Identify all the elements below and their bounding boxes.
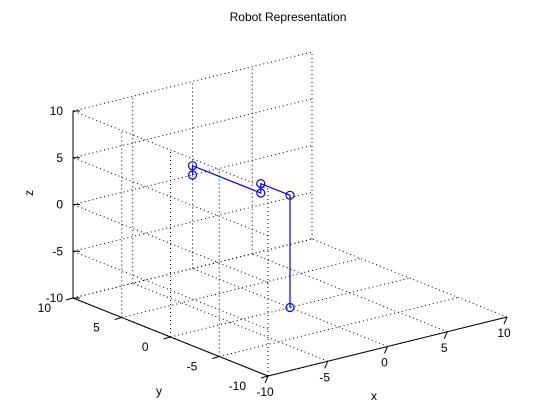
x-tick-label: 5 (441, 341, 448, 355)
x-axis-label: x (371, 389, 377, 403)
chart-title: Robot Representation (230, 10, 347, 24)
floor-grid-line (121, 258, 361, 318)
z-tick-label: -5 (52, 244, 63, 258)
x-tick (324, 361, 329, 369)
x-tick (264, 375, 269, 384)
y-tick (212, 356, 220, 359)
y-tick-label: 0 (142, 340, 149, 354)
y-axis-label: y (156, 384, 162, 398)
z-tick-label: 5 (56, 151, 63, 165)
robot-link-line (191, 164, 291, 308)
z-axis-label: z (22, 190, 36, 196)
y-tick-label: -5 (187, 360, 198, 374)
floor-grid-line (311, 238, 508, 318)
robot-joint-marker (285, 190, 295, 200)
y-tick (65, 297, 74, 301)
back-wall-grid-line (72, 51, 313, 112)
robot-joint-marker (256, 188, 266, 198)
x-tick-label: -10 (256, 385, 274, 399)
y-tick-label: 10 (38, 301, 52, 315)
x-tick (503, 316, 508, 325)
y-tick (163, 336, 171, 340)
z-tick-label: -10 (46, 291, 64, 305)
floor-grid-line (132, 282, 328, 362)
x-tick-label: 0 (381, 356, 388, 370)
x-tick (443, 331, 448, 339)
side-wall-grid-line (72, 110, 269, 190)
data-layer (187, 161, 295, 313)
y-tick (260, 375, 269, 379)
robot-joint-marker (256, 179, 266, 189)
z-tick-label: 0 (56, 198, 63, 212)
y-tick (114, 317, 122, 320)
robot-joint-marker (285, 302, 295, 313)
back-wall-grid-line (72, 191, 313, 252)
x-tick-label: 10 (497, 326, 511, 340)
side-wall-grid-line (72, 250, 269, 330)
y-tick-label: 5 (93, 321, 100, 335)
x-tick (384, 346, 388, 354)
x-tick-label: -5 (319, 370, 330, 384)
robot-joint-marker (187, 161, 198, 171)
z-tick-label: 10 (50, 104, 64, 118)
robot-joint-marker (187, 170, 198, 180)
y-tick-label: -10 (229, 379, 247, 393)
